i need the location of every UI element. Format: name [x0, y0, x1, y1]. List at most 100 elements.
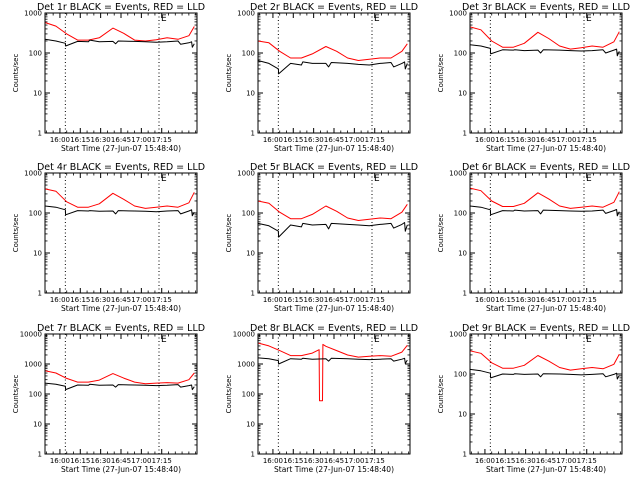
y-axis-label: Counts/sec	[225, 214, 233, 253]
time-marker-label: E	[374, 14, 380, 24]
x-tick-label: 16:30	[304, 136, 324, 144]
plot-frame	[44, 12, 198, 134]
x-tick-label: 17:00	[556, 296, 576, 304]
y-tick-label: 10000	[233, 331, 255, 339]
x-tick-label: 16:45	[324, 457, 344, 465]
detector-chart: Det 7r BLACK = Events, RED = LLD 1 10 100 10…	[12, 323, 205, 474]
y-tick-label: 100	[242, 391, 255, 399]
y-tick-label: 1000	[449, 10, 467, 18]
series-line-red	[257, 200, 408, 221]
x-tick-label: 16:15	[495, 296, 515, 304]
x-tick-label: 16:30	[304, 296, 324, 304]
y-tick-label: 100	[29, 210, 42, 218]
x-tick-label: 17:00	[131, 457, 151, 465]
x-tick-label: 16:15	[495, 457, 515, 465]
series-line-black	[44, 205, 195, 217]
y-axis-label: Counts/sec	[437, 214, 445, 253]
series-line-black	[257, 60, 408, 75]
y-tick-label: 1000	[449, 331, 467, 339]
y-tick-label: 1000	[24, 10, 42, 18]
chart-title: Det 4r BLACK = Events, RED = LLD	[37, 162, 205, 173]
y-tick-label: 10000	[20, 331, 42, 339]
x-tick-label: 16:45	[324, 136, 344, 144]
series-line-red	[257, 342, 408, 402]
y-tick-label: 10	[458, 411, 467, 419]
y-tick-label: 10	[33, 250, 42, 258]
x-axis-label: Start Time (27-Jun-07 15:48:40)	[61, 304, 181, 313]
x-tick-label: 16:00	[263, 296, 283, 304]
x-tick-label: 17:15	[365, 136, 385, 144]
series-line-black	[469, 368, 620, 380]
x-tick-label: 17:00	[344, 296, 364, 304]
detector-chart: Det 9r BLACK = Events, RED = LLD 1 10 100 10…	[437, 323, 630, 474]
chart-title: Det 7r BLACK = Events, RED = LLD	[37, 323, 205, 334]
x-tick-label: 16:15	[283, 136, 303, 144]
x-tick-label: 17:00	[556, 457, 576, 465]
x-tick-label: 17:00	[131, 296, 151, 304]
x-tick-label: 16:45	[536, 457, 556, 465]
y-axis-label: Counts/sec	[437, 54, 445, 93]
detector-chart: Det 6r BLACK = Events, RED = LLD 1 10 100 10…	[437, 162, 630, 313]
x-tick-label: 16:45	[111, 136, 131, 144]
y-tick-label: 10	[33, 421, 42, 429]
detector-chart: Det 1r BLACK = Events, RED = LLD 1 10 100 10…	[12, 2, 205, 153]
x-tick-label: 16:45	[324, 296, 344, 304]
chart-title: Det 5r BLACK = Events, RED = LLD	[250, 162, 418, 173]
plot-frame	[257, 172, 411, 294]
chart-title: Det 2r BLACK = Events, RED = LLD	[250, 2, 418, 13]
y-tick-label: 1	[251, 130, 255, 138]
x-tick-label: 16:00	[50, 457, 70, 465]
x-tick-label: 16:30	[516, 296, 536, 304]
series-line-red	[44, 22, 195, 42]
x-tick-label: 17:15	[152, 136, 172, 144]
x-tick-label: 17:15	[577, 296, 597, 304]
x-tick-label: 17:15	[577, 457, 597, 465]
x-tick-label: 17:15	[577, 136, 597, 144]
x-tick-label: 16:00	[475, 457, 495, 465]
plot-frame	[257, 12, 411, 134]
y-tick-label: 1	[38, 290, 42, 298]
y-tick-label: 10	[33, 90, 42, 98]
x-tick-label: 16:00	[475, 296, 495, 304]
time-marker-label: E	[374, 174, 380, 184]
x-tick-label: 16:30	[91, 296, 111, 304]
y-tick-label: 1000	[24, 170, 42, 178]
series-line-black	[257, 357, 408, 365]
x-tick-label: 16:15	[70, 296, 90, 304]
x-tick-label: 16:15	[283, 457, 303, 465]
x-tick-label: 17:15	[365, 296, 385, 304]
plot-frame	[44, 333, 198, 455]
detector-chart: Det 8r BLACK = Events, RED = LLD 1 10 100 10…	[225, 323, 418, 474]
x-tick-label: 16:30	[516, 457, 536, 465]
x-tick-label: 16:00	[475, 136, 495, 144]
y-tick-label: 100	[454, 50, 467, 58]
y-axis-label: Counts/sec	[437, 375, 445, 414]
x-tick-label: 17:15	[365, 457, 385, 465]
chart-title: Det 8r BLACK = Events, RED = LLD	[250, 323, 418, 334]
x-axis-label: Start Time (27-Jun-07 15:48:40)	[486, 465, 606, 474]
x-tick-label: 16:45	[111, 296, 131, 304]
y-tick-label: 100	[29, 391, 42, 399]
series-line-red	[469, 187, 620, 209]
x-tick-label: 16:30	[516, 136, 536, 144]
x-tick-label: 16:15	[70, 136, 90, 144]
detector-chart: Det 5r BLACK = Events, RED = LLD 1 10 100 10…	[225, 162, 418, 313]
plot-frame	[469, 12, 623, 134]
x-tick-label: 16:00	[50, 296, 70, 304]
time-marker-label: E	[374, 335, 380, 345]
x-axis-label: Start Time (27-Jun-07 15:48:40)	[274, 144, 394, 153]
y-axis-label: Counts/sec	[12, 375, 20, 414]
y-axis-label: Counts/sec	[12, 214, 20, 253]
y-tick-label: 1	[38, 130, 42, 138]
x-axis-label: Start Time (27-Jun-07 15:48:40)	[274, 304, 394, 313]
series-line-black	[44, 38, 195, 48]
x-tick-label: 17:15	[152, 296, 172, 304]
y-tick-label: 10	[246, 421, 255, 429]
y-tick-label: 10	[458, 250, 467, 258]
time-marker-label: E	[586, 14, 592, 24]
plot-frame	[257, 333, 411, 455]
y-tick-label: 1	[463, 130, 467, 138]
x-tick-label: 16:30	[91, 136, 111, 144]
x-tick-label: 16:00	[263, 136, 283, 144]
y-axis-label: Counts/sec	[225, 54, 233, 93]
